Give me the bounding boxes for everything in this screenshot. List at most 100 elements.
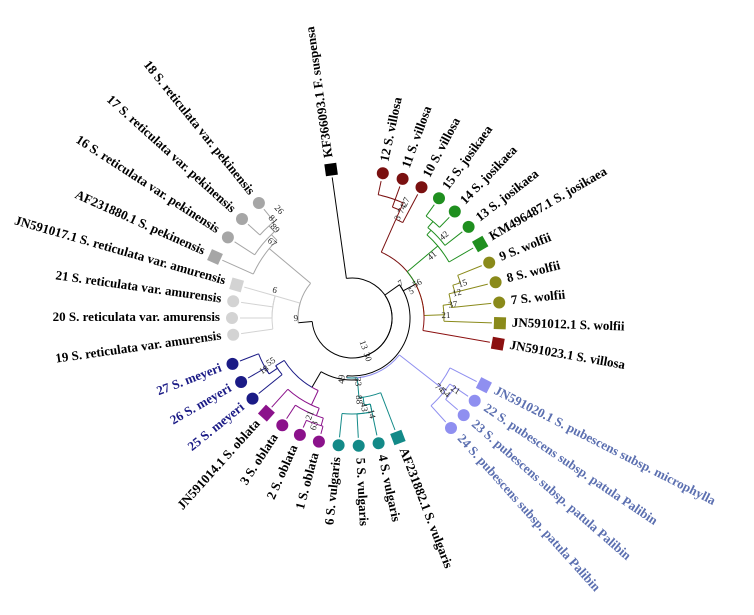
leaf-marker-29 xyxy=(226,312,238,324)
leaf-marker-32 xyxy=(207,249,223,265)
branch-line-60 xyxy=(222,259,254,275)
branch-line-63 xyxy=(268,225,275,233)
branch-line-51 xyxy=(268,367,278,375)
branch-line-11 xyxy=(402,194,419,223)
leaf-marker-23 xyxy=(276,419,289,432)
leaf-marker-13 xyxy=(475,377,492,394)
leaf-marker-25 xyxy=(246,392,259,405)
branch-arc-8 xyxy=(415,283,425,316)
leaf-marker-16 xyxy=(445,422,457,434)
branch-line-20 xyxy=(439,216,450,228)
branch-arc-49 xyxy=(316,415,324,419)
leaf-marker-4 xyxy=(433,192,445,205)
leaf-marker-19 xyxy=(352,439,365,452)
leaf-marker-26 xyxy=(235,376,248,388)
leaf-label-29: 20 S. reticulata var. amurensis xyxy=(53,309,220,324)
node-value-7: 21 xyxy=(441,310,450,320)
tree-leaf-markers xyxy=(207,162,507,452)
branch-line-58 xyxy=(244,286,276,297)
branch-line-35 xyxy=(445,399,459,411)
branch-line-8 xyxy=(423,314,444,316)
branch-line-3 xyxy=(298,321,313,324)
leaf-marker-17 xyxy=(390,429,406,446)
branch-line-36 xyxy=(356,379,360,398)
leaf-marker-35 xyxy=(252,197,265,209)
branch-line-32 xyxy=(430,405,447,423)
leaf-marker-31 xyxy=(229,277,245,293)
leaf-marker-24 xyxy=(257,404,275,422)
branch-arc-47 xyxy=(311,404,320,409)
branch-line-39 xyxy=(362,397,365,406)
node-value-28: 67 xyxy=(266,235,280,249)
branch-line-43 xyxy=(339,413,343,438)
leaf-label-11: JN591012.1 S. wolfii xyxy=(512,315,626,334)
leaf-label-10: 7 S. wolfii xyxy=(510,287,566,308)
branch-line-46 xyxy=(271,388,289,408)
leaf-marker-3 xyxy=(415,181,428,194)
branch-line-21 xyxy=(443,303,452,306)
branch-line-23 xyxy=(448,291,456,295)
branch-line-30 xyxy=(449,367,477,383)
branch-line-45 xyxy=(275,359,285,367)
leaf-marker-5 xyxy=(448,205,461,218)
branch-line-55 xyxy=(241,328,273,335)
branch-line-28 xyxy=(398,354,440,387)
leaf-marker-28 xyxy=(227,328,240,341)
branch-arc-57 xyxy=(272,295,276,307)
leaf-label-20: 6 S. vulgaris xyxy=(321,456,343,525)
branch-line-7 xyxy=(406,245,439,273)
branch-line-57 xyxy=(241,301,273,308)
node-value-27: 6 xyxy=(271,284,279,295)
branch-line-38 xyxy=(380,392,396,431)
leaf-marker-18 xyxy=(372,437,385,450)
leaf-marker-10 xyxy=(493,296,506,309)
leaf-marker-1 xyxy=(376,167,389,180)
leaf-marker-9 xyxy=(489,276,502,289)
leaf-marker-11 xyxy=(493,316,507,330)
branch-line-61 xyxy=(271,234,278,241)
tree-node-values: 2774341151237214256577454213388431421634… xyxy=(257,195,469,431)
leaf-marker-14 xyxy=(468,394,481,407)
node-value-11: 7 xyxy=(396,277,406,288)
branch-arc-17 xyxy=(427,227,432,231)
branch-arc-2 xyxy=(365,294,393,357)
branch-line-53 xyxy=(239,353,259,362)
branch-arc-64 xyxy=(259,225,270,236)
branch-line-62 xyxy=(234,241,255,256)
branch-line-41 xyxy=(369,403,373,413)
branch-line-26 xyxy=(454,283,488,293)
branch-arc-41 xyxy=(364,403,371,406)
branch-arc-62 xyxy=(254,234,272,256)
branch-line-25 xyxy=(452,282,461,286)
branch-arc-19 xyxy=(425,215,434,222)
branch-line-47 xyxy=(315,408,320,416)
branch-arc-51 xyxy=(275,365,278,369)
branch-arc-15 xyxy=(426,234,439,247)
branch-line-34 xyxy=(454,386,469,397)
branch-arc-14 xyxy=(378,194,404,204)
node-value-25: 9 xyxy=(293,313,299,323)
leaf-label-9: 8 S. wolfii xyxy=(505,257,562,285)
node-value-3: 41 xyxy=(425,249,438,262)
node-value-6: 37 xyxy=(448,299,459,310)
branch-line-27 xyxy=(457,265,482,276)
node-value-8: 42 xyxy=(437,229,450,242)
branch-line-50 xyxy=(258,374,283,394)
node-value-9: 56 xyxy=(411,276,424,289)
branch-arc-32 xyxy=(430,390,446,407)
node-value-16: 88 xyxy=(354,395,365,405)
branch-line-6 xyxy=(380,219,397,253)
branch-arc-3 xyxy=(311,321,366,359)
branch-arc-48 xyxy=(295,404,317,417)
branch-line-10 xyxy=(395,209,401,220)
leaf-marker-21 xyxy=(312,435,325,448)
branch-line-48 xyxy=(286,404,296,419)
branch-line-31 xyxy=(438,385,446,391)
branch-line-9 xyxy=(422,330,490,343)
leaf-label-0: KF366093.1 F. suspensa xyxy=(302,25,335,159)
branch-line-33 xyxy=(449,383,456,388)
branch-line-59 xyxy=(268,248,311,284)
branch-arc-16 xyxy=(437,245,450,263)
branch-line-2 xyxy=(384,284,400,296)
